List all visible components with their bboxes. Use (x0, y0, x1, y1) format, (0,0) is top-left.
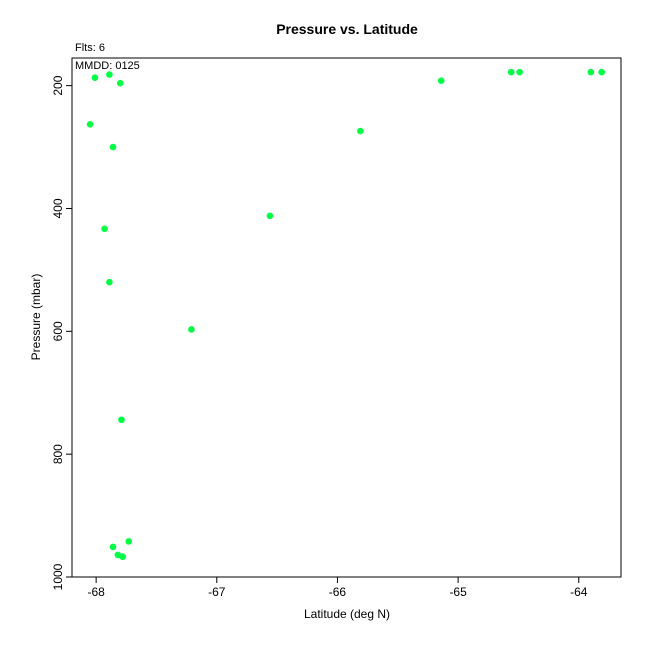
data-point (598, 68, 605, 76)
data-point (516, 68, 523, 76)
data-point (86, 121, 94, 128)
plot-area (71, 57, 622, 578)
data-point (106, 278, 113, 286)
chart-title: Pressure vs. Latitude (276, 21, 418, 37)
date-annotation: MMDD: 0125 (75, 60, 140, 72)
y-tick-label: 800 (51, 444, 65, 464)
x-tick-label: -65 (449, 585, 467, 599)
y-tick-label: 600 (51, 321, 65, 341)
data-point (357, 127, 364, 135)
x-tick-label: -68 (87, 585, 105, 599)
y-axis-label: Pressure (mbar) (29, 274, 43, 361)
y-axis: 200 400 600 800 1000 (51, 75, 72, 590)
data-point (188, 326, 195, 333)
x-tick-label: -66 (329, 585, 347, 599)
x-tick-label: -64 (570, 585, 588, 599)
data-point (109, 543, 117, 551)
flights-annotation: Flts: 6 (75, 42, 105, 54)
data-point (106, 71, 113, 78)
x-tick-label: -67 (208, 585, 226, 599)
x-axis-label: Latitude (deg N) (304, 607, 390, 621)
x-axis: -68 -67 -66 -65 -64 (87, 577, 588, 599)
y-tick-label: 200 (51, 75, 65, 95)
data-point (587, 68, 595, 76)
data-point (91, 74, 99, 81)
data-point (118, 416, 125, 424)
data-point (109, 143, 117, 151)
data-point (507, 68, 515, 76)
data-points (86, 68, 605, 561)
data-point (266, 212, 274, 220)
data-point (437, 77, 445, 85)
data-point (125, 538, 133, 545)
y-tick-label: 400 (51, 198, 65, 218)
data-point (119, 553, 126, 561)
data-point (116, 79, 124, 87)
y-tick-label: 1000 (51, 563, 65, 590)
data-point (101, 225, 108, 233)
